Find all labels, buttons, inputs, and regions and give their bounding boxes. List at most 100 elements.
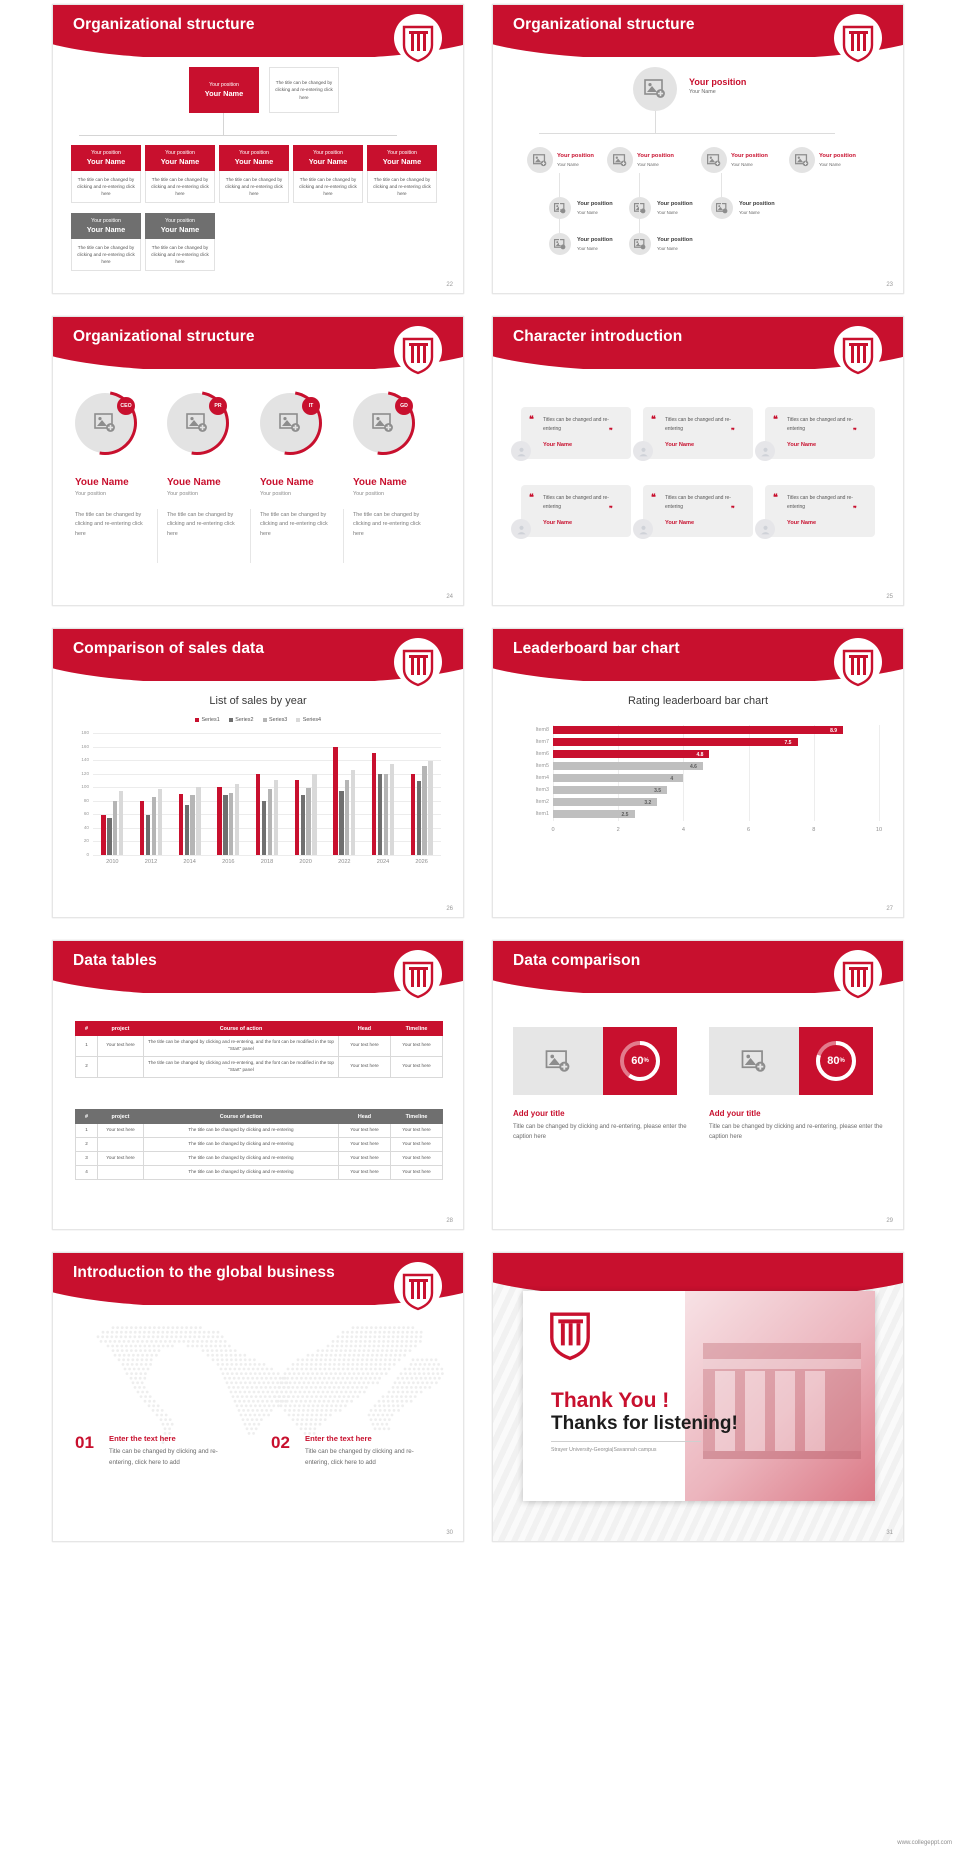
quote-card[interactable]: ❝ Titles can be changed and re-entering … — [643, 485, 753, 537]
divider — [250, 509, 251, 563]
donut-unit: % — [643, 1058, 649, 1064]
node-name: Your Name — [819, 162, 841, 167]
table-row[interactable]: 4 The title can be changed by clicking an… — [75, 1164, 443, 1180]
org-node[interactable]: Your position Your Name The title can be… — [145, 145, 215, 204]
block-desc: Title can be changed by clicking and re-… — [305, 1448, 414, 1466]
university-shield-logo — [394, 14, 442, 63]
comparison-donut-panel: 60% — [603, 1027, 677, 1095]
slide-comparison-of-sales-data[interactable]: Comparison of sales data List of sales b… — [52, 628, 464, 918]
quote-card[interactable]: ❝ Titles can be changed and re-entering … — [765, 407, 875, 459]
avatar-placeholder-root[interactable] — [633, 67, 677, 111]
node-name: Your Name — [557, 162, 579, 167]
table-row[interactable]: 1 Your text here The title can be changed … — [75, 1035, 443, 1057]
bar-label: Item1 — [535, 811, 549, 817]
accent-arc — [245, 378, 335, 468]
avatar-placeholder[interactable] — [711, 197, 733, 219]
table-header-cell: project — [97, 1109, 144, 1124]
avatar-placeholder[interactable] — [789, 147, 815, 173]
slide-org-structure-team[interactable]: Organizational structure CEO Youe Name Y… — [52, 316, 464, 606]
table-row[interactable]: 2 The title can be changed by clicking an… — [75, 1136, 443, 1152]
slide-data-tables[interactable]: Data tables # project Course of action Head… — [52, 940, 464, 1230]
university-shield-logo — [547, 1309, 593, 1361]
table-cell: Your text here — [338, 1035, 391, 1057]
bar — [190, 795, 195, 855]
bar — [389, 763, 394, 855]
bar — [223, 794, 228, 855]
slide-introduction-global-business[interactable]: Introduction to the global business 01 E… — [52, 1252, 464, 1542]
org-node[interactable]: Your position Your Name The title can be… — [71, 145, 141, 204]
x-axis-tick: 2010 — [106, 859, 119, 865]
bar — [410, 773, 416, 855]
divider — [551, 1441, 701, 1442]
avatar-placeholder[interactable] — [549, 197, 571, 219]
org-root-box[interactable]: Your position Your Name — [189, 67, 259, 113]
avatar-placeholder[interactable] — [527, 147, 553, 173]
connector-horizontal — [539, 133, 835, 134]
gridline — [93, 814, 441, 816]
bar — [113, 801, 118, 855]
member-desc: The title can be changed by clicking and… — [75, 512, 143, 537]
table-header-cell: Course of action — [143, 1109, 339, 1124]
table-cell: 1 — [75, 1035, 98, 1057]
node-position: Your position — [657, 237, 693, 243]
table-cell: Your text here — [338, 1123, 391, 1138]
accent-arc — [60, 378, 150, 468]
org-node[interactable]: Your position Your Name The title can be… — [367, 145, 437, 204]
block-heading: Enter the text here — [109, 1434, 176, 1443]
quote-text: Titles can be changed and re-entering — [665, 495, 731, 510]
avatar-placeholder[interactable] — [607, 147, 633, 173]
table-header-cell: Head — [338, 1109, 391, 1124]
comparison-image-placeholder[interactable] — [513, 1027, 603, 1095]
quote-card[interactable]: ❝ Titles can be changed and re-entering … — [521, 485, 631, 537]
table-cell: Your text here — [390, 1035, 443, 1057]
bar — [339, 790, 344, 855]
donut-unit: % — [839, 1058, 845, 1064]
donut-chart: 80% — [814, 1039, 858, 1083]
chart-legend: Series1 Series2 Series3 Series4 — [53, 717, 463, 723]
bar-label: Item2 — [535, 799, 549, 805]
slide-page-number: 30 — [446, 1530, 453, 1536]
table-row[interactable]: 1 Your text here The title can be changed … — [75, 1123, 443, 1138]
slide-data-comparison[interactable]: Data comparison 60% — [492, 940, 904, 1230]
data-table-secondary[interactable]: # project Course of action Head Timeline 1 You… — [75, 1109, 443, 1180]
quote-card[interactable]: ❝ Titles can be changed and re-entering … — [643, 407, 753, 459]
data-table-primary[interactable]: # project Course of action Head Timeline 1 You… — [75, 1021, 443, 1078]
slide-org-structure-avatars[interactable]: Organizational structure — [492, 4, 904, 294]
org-node-secondary[interactable]: Your position Your Name The title can be… — [145, 213, 215, 272]
avatar-placeholder[interactable] — [549, 233, 571, 255]
connector-vertical — [721, 173, 722, 207]
avatar-placeholder[interactable] — [629, 233, 651, 255]
quote-name: Your Name — [543, 520, 573, 526]
slide-thank-you[interactable]: Thank You ! Thanks for listening! Straye… — [492, 1252, 904, 1542]
chart-plot-area: 0 2 4 6 8 10 Item8 8.9 Item7 7.5 Item6 4.8 Item5 4.6 I… — [523, 725, 883, 845]
org-node-secondary[interactable]: Your position Your Name The title can be… — [71, 213, 141, 272]
slide-page-number: 24 — [446, 594, 453, 600]
comparison-image-placeholder[interactable] — [709, 1027, 799, 1095]
quote-card[interactable]: ❝ Titles can be changed and re-entering … — [521, 407, 631, 459]
bar-label: Item6 — [535, 751, 549, 757]
y-axis-tick: 100 — [81, 784, 89, 790]
member-position: Your position — [260, 491, 291, 497]
thank-you-line1: Thank You ! — [551, 1389, 670, 1412]
slide-leaderboard-bar-chart[interactable]: Leaderboard bar chart Rating leaderboard… — [492, 628, 904, 918]
table-cell: The title can be changed by clicking and… — [143, 1150, 339, 1166]
table-header-cell: Timeline — [390, 1021, 443, 1036]
avatar-placeholder[interactable] — [629, 197, 651, 219]
member-position: Your position — [75, 491, 106, 497]
bar — [372, 753, 377, 855]
table-row[interactable]: 3 Your text here The title can be changed … — [75, 1150, 443, 1166]
slide-org-structure-boxes[interactable]: Organizational structure Your position Y… — [52, 4, 464, 294]
comparison-desc: Title can be changed by clicking and re-… — [513, 1124, 687, 1140]
quote-avatar — [755, 441, 775, 461]
org-node[interactable]: Your position Your Name The title can be… — [219, 145, 289, 204]
table-row[interactable]: 2 The title can be changed by clicking an… — [75, 1055, 443, 1078]
bar — [267, 788, 273, 855]
legend-item: Series2 — [228, 717, 254, 723]
avatar-placeholder[interactable] — [701, 147, 727, 173]
org-node[interactable]: Your position Your Name The title can be… — [293, 145, 363, 204]
quote-card[interactable]: ❝ Titles can be changed and re-entering … — [765, 485, 875, 537]
slide-character-introduction[interactable]: Character introduction ❝ Titles can be c… — [492, 316, 904, 606]
member-avatar[interactable] — [260, 393, 320, 453]
y-axis-tick: 60 — [83, 811, 89, 817]
